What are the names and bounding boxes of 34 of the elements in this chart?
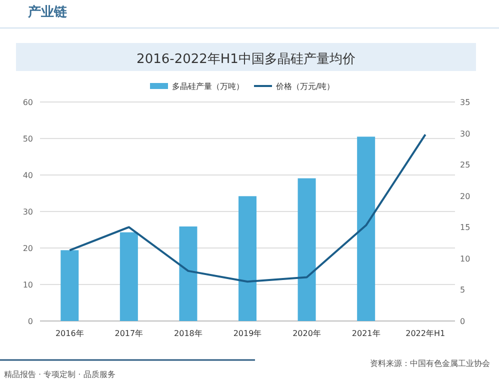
y2-tick-label: 30 [460, 129, 470, 138]
x-tick-label: 2016年 [55, 329, 84, 338]
chart-title: 2016-2022年H1中国多晶硅产量均价 [136, 52, 356, 67]
text: 精品报告 · 专项定制 · 品质服务 [4, 370, 116, 379]
y2-tick-label: 15 [460, 223, 470, 232]
y-tick-label: 30 [22, 208, 33, 216]
legend-label: 多晶硅产量（万吨） [172, 82, 244, 91]
bar [238, 196, 256, 321]
x-tick-label: 2022年H1 [406, 329, 446, 338]
text: 产业链 [27, 4, 68, 20]
y2-tick-label: 5 [460, 286, 466, 295]
bar [357, 136, 376, 321]
bar [60, 250, 79, 321]
bar [120, 232, 138, 321]
bar [179, 226, 198, 321]
y-tick-label: 40 [22, 171, 33, 180]
legend-label: 价格（万元/吨） [275, 82, 335, 91]
y-tick-label: 10 [22, 280, 33, 290]
y-tick-label: 50 [22, 134, 33, 144]
text: 资料来源：中国有色金属工业协会 [370, 359, 490, 368]
x-tick-label: 2018年 [174, 329, 202, 338]
y-tick-label: 20 [22, 244, 33, 253]
x-tick-label: 2017年 [114, 329, 144, 338]
y-tick-label: 60 [22, 98, 33, 107]
y2-tick-label: 10 [460, 254, 470, 264]
bar [298, 178, 316, 321]
y2-tick-label: 25 [460, 160, 470, 170]
y-tick-label: 0 [28, 317, 33, 326]
x-tick-label: 2019年 [233, 329, 262, 338]
y2-tick-label: 20 [460, 192, 470, 201]
x-tick-label: 2020年 [292, 329, 321, 338]
y2-tick-label: 35 [460, 98, 470, 107]
x-tick-label: 2021年 [352, 329, 380, 338]
y2-tick-label: 0 [460, 317, 466, 326]
